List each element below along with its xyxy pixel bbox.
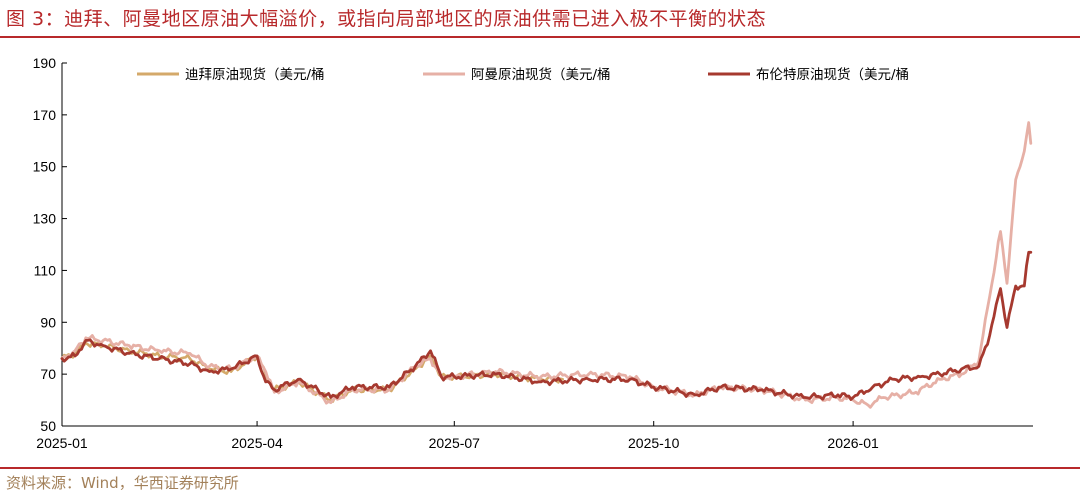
y-tick-label: 70 [40, 366, 56, 382]
source-note: 资料来源：Wind，华西证券研究所 [6, 474, 239, 492]
figure-title: 图 3：迪拜、阿曼地区原油大幅溢价，或指向局部地区的原油供需已进入极不平衡的状态 [6, 8, 767, 30]
footer-rule [0, 467, 1080, 469]
y-tick-label: 50 [40, 418, 56, 434]
y-tick-label: 170 [33, 107, 57, 123]
x-axis: 2025-01 2025-04 2025-07 2025-10 2026-01 [36, 421, 1033, 451]
y-tick-label: 110 [34, 262, 57, 278]
y-tick-label: 190 [33, 55, 57, 71]
legend: 迪拜原油现货（美元/桶 阿曼原油现货（美元/桶 布伦特原油现货（美元/桶 [137, 66, 909, 83]
y-tick-label: 130 [33, 211, 57, 227]
legend-label-1: 迪拜原油现货（美元/桶 [185, 66, 325, 83]
legend-label-3: 布伦特原油现货（美元/桶 [756, 66, 909, 83]
series-line-3 [60, 250, 1033, 401]
x-tick-label: 2025-01 [36, 435, 88, 451]
y-tick-label: 150 [33, 159, 57, 175]
legend-label-2: 阿曼原油现货（美元/桶 [471, 66, 611, 83]
x-tick-label: 2025-10 [628, 435, 680, 451]
x-tick-label: 2025-04 [231, 435, 283, 451]
title-rule [0, 36, 1080, 38]
x-tick-label: 2025-07 [429, 435, 481, 451]
series-line-2 [60, 121, 1033, 409]
y-axis: 50 70 90 110 130 150 170 190 [33, 55, 67, 434]
series-layer [60, 121, 1033, 409]
x-tick-label: 2026-01 [827, 435, 879, 451]
y-tick-label: 90 [40, 314, 56, 330]
